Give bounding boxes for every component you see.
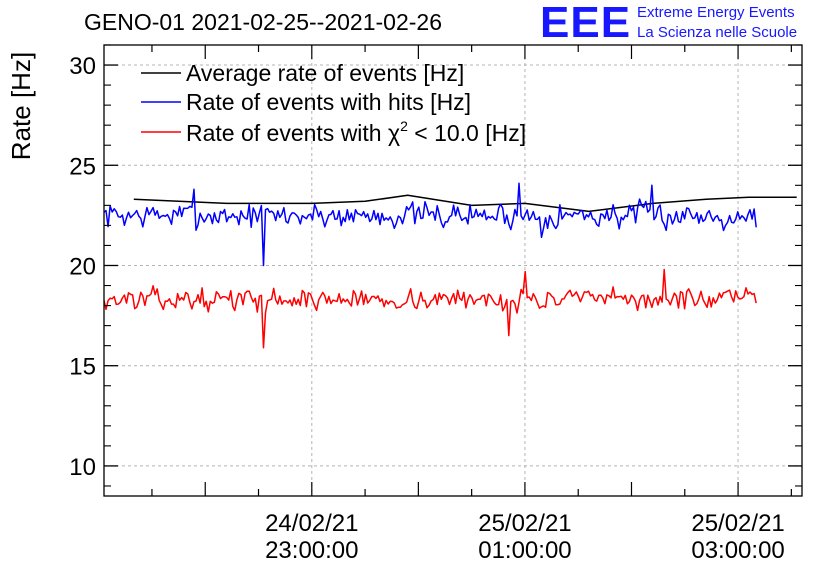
series-average-line — [133, 194, 797, 213]
y-tick-label: 10 — [69, 454, 96, 481]
legend: Average rate of events [Hz] Rate of even… — [141, 60, 526, 146]
logo-line-1: Extreme Energy Events — [637, 4, 795, 21]
legend-hits-label: Rate of events with hits [Hz] — [186, 89, 471, 115]
y-tick-label: 15 — [69, 354, 96, 381]
y-tick-label: 25 — [69, 153, 96, 180]
y-tick-label: 20 — [69, 253, 96, 280]
tick-labels: 101520253024/02/2123:00:0025/02/2101:00:… — [69, 53, 784, 564]
chart-title: GENO-01 2021-02-25--2021-02-26 — [84, 9, 442, 35]
x-tick-date: 24/02/21 — [265, 510, 358, 537]
legend-avg-label: Average rate of events [Hz] — [186, 60, 464, 86]
x-tick-time: 23:00:00 — [265, 537, 358, 564]
y-tick-label: 30 — [69, 53, 96, 80]
x-tick-time: 01:00:00 — [478, 537, 571, 564]
plot-frame — [103, 44, 803, 497]
grid-lines — [104, 45, 802, 496]
x-tick-date: 25/02/21 — [691, 510, 784, 537]
series-hits-line — [103, 182, 757, 267]
x-tick-date: 25/02/21 — [478, 510, 571, 537]
data-series — [103, 182, 797, 349]
axes-ticks — [104, 44, 802, 496]
series-chi2-line — [103, 268, 757, 349]
logo-line-2: La Scienza nelle Scuole — [637, 24, 798, 41]
legend-chi-label: Rate of events with χ2 < 10.0 [Hz] — [186, 118, 526, 146]
eee-logo: EEE — [540, 0, 632, 47]
x-tick-time: 03:00:00 — [691, 537, 784, 564]
y-axis-label: Rate [Hz] — [6, 52, 36, 160]
